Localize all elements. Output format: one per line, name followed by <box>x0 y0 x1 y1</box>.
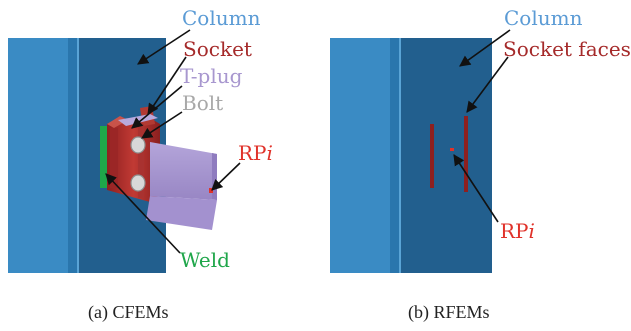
weld-arrow <box>105 173 181 254</box>
tplug-web-bottom <box>146 196 217 230</box>
panel-a: Column Socket T-plug Bolt RPi Weld (a) C… <box>8 6 273 323</box>
bolt-shapes <box>130 136 146 192</box>
socket-face-left <box>430 124 434 188</box>
column-a-label: Column <box>182 6 261 30</box>
socket-label: Socket <box>183 37 252 61</box>
socket-arrow <box>147 56 187 115</box>
rp-a-marker <box>209 188 213 193</box>
panel-b-caption: (b) RFEMs <box>408 302 490 323</box>
panel-a-caption: (a) CFEMs <box>88 302 169 323</box>
column-a-arrow <box>137 29 191 65</box>
rp-b-arrow <box>453 154 499 223</box>
rp-b-suffix: i <box>529 219 535 243</box>
column-b-arrow <box>459 29 511 67</box>
rp-b-prefix: RP <box>500 219 529 243</box>
socket-face-right <box>464 116 468 192</box>
rp-a-suffix: i <box>267 141 273 165</box>
socket-faces-arrow <box>466 56 509 113</box>
rp-b-marker <box>450 148 454 151</box>
rp-a-label: RPi <box>238 141 273 165</box>
rp-a-prefix: RP <box>238 141 267 165</box>
bolt-label: Bolt <box>182 91 223 115</box>
bolt-arrow <box>141 111 183 139</box>
weld-label: Weld <box>180 248 230 272</box>
rp-b-label: RPi <box>500 219 535 243</box>
tplug-arrow <box>131 85 183 129</box>
column-b-label: Column <box>504 6 583 30</box>
column-b-shape <box>330 38 492 273</box>
bolt-top <box>130 136 146 154</box>
socket-faces-label: Socket faces <box>503 37 631 61</box>
panel-b: Column Socket faces RPi (b) RFEMs <box>330 6 631 323</box>
bolt-bottom <box>130 174 146 192</box>
tplug-label: T-plug <box>180 64 243 88</box>
weld-shape <box>100 126 109 188</box>
tplug-web-shape <box>150 142 217 200</box>
rp-a-arrow <box>211 162 241 191</box>
